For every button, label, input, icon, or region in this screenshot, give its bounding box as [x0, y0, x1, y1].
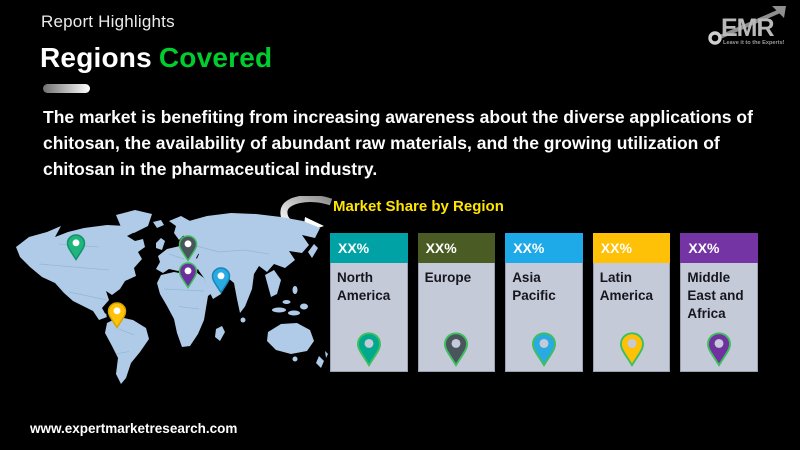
title-underline: [43, 84, 90, 93]
location-pin-icon: [356, 332, 381, 367]
region-share-header: XX%: [505, 233, 583, 263]
title-accent: Covered: [158, 42, 273, 73]
region-card: XX% Europe: [417, 233, 496, 372]
continents: [16, 210, 328, 384]
region-name: Latin America: [599, 270, 654, 303]
page-title: Regions Covered: [40, 42, 272, 74]
region-card: XX% Latin America: [592, 233, 671, 372]
region-card: XX% Middle East and Africa: [680, 233, 758, 372]
intro-paragraph: The market is benefiting from increasing…: [43, 107, 753, 179]
logo-arrow-shaft: [719, 9, 781, 39]
region-share-value: XX%: [338, 240, 370, 256]
logo-text: EMR: [721, 14, 775, 42]
location-pin-icon: [444, 332, 469, 367]
footer-url[interactable]: www.expertmarketresearch.com: [30, 421, 238, 436]
world-map: [16, 210, 328, 384]
region-share-value: XX%: [513, 240, 545, 256]
emr-logo: EMR Leave it to the Experts!: [708, 6, 786, 46]
map-pin-europe: [178, 235, 198, 262]
region-share-header: XX%: [330, 233, 408, 263]
region-share-header: XX%: [592, 233, 671, 263]
map-pin-asia-pacific: [211, 267, 231, 294]
map-pin-latin-america: [107, 302, 127, 329]
market-share-label: Market Share by Region: [333, 198, 504, 215]
region-share-value: XX%: [425, 240, 457, 256]
title-primary: Regions: [40, 42, 152, 73]
logo-ring-icon: [708, 31, 722, 45]
region-name: North America: [337, 270, 391, 303]
region-share-header: XX%: [417, 233, 496, 263]
logo-tagline: Leave it to the Experts!: [723, 40, 785, 46]
region-card: XX% Asia Pacific: [505, 233, 583, 372]
location-pin-icon: [619, 332, 644, 367]
location-pin-icon: [531, 332, 556, 367]
map-pin-north-america: [66, 234, 86, 261]
location-pin-icon: [707, 332, 732, 367]
region-name: Europe: [424, 270, 472, 285]
region-card: XX% North America: [330, 233, 408, 372]
eyebrow-label: Report Highlights: [41, 12, 175, 31]
logo-arrowhead-icon: [772, 6, 786, 18]
region-share-header: XX%: [680, 233, 758, 263]
region-cards-row: XX% North America XX% Europe XX% Asia Pa…: [330, 233, 758, 372]
region-share-value: XX%: [688, 240, 720, 256]
map-pin-middle-east: [178, 262, 198, 289]
region-name: Asia Pacific: [512, 270, 556, 303]
region-share-value: XX%: [600, 240, 632, 256]
region-name: Middle East and Africa: [687, 270, 744, 321]
